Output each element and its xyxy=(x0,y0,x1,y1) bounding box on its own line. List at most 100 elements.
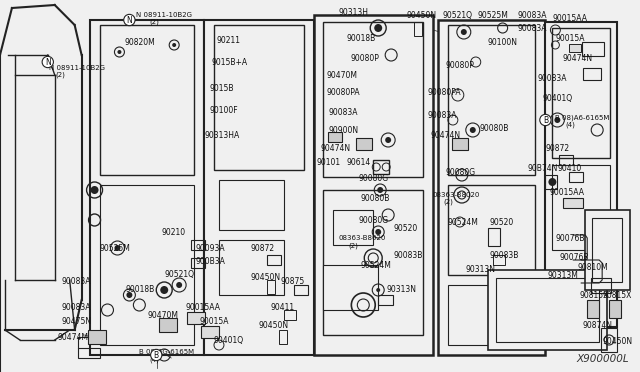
Circle shape xyxy=(115,245,120,251)
Bar xyxy=(588,300,599,318)
Text: 90614: 90614 xyxy=(346,157,371,167)
Bar xyxy=(378,295,393,305)
Text: 900B3A: 900B3A xyxy=(195,257,225,266)
Text: 90015AA: 90015AA xyxy=(185,304,220,312)
Bar xyxy=(601,328,617,352)
Bar xyxy=(100,25,194,175)
Bar xyxy=(323,265,378,310)
Bar xyxy=(448,285,536,345)
Text: 90080B: 90080B xyxy=(360,193,390,202)
Bar xyxy=(545,22,617,327)
Text: 90080G: 90080G xyxy=(358,173,388,183)
Bar xyxy=(563,198,583,208)
Text: 90211: 90211 xyxy=(217,35,241,45)
Text: 90475N: 90475N xyxy=(61,317,92,327)
Text: 08363-B8020: 08363-B8020 xyxy=(339,235,386,241)
Bar xyxy=(187,312,205,324)
Circle shape xyxy=(91,186,99,194)
Text: 90018B: 90018B xyxy=(346,33,376,42)
Bar xyxy=(438,20,545,355)
Text: 08363-B8020: 08363-B8020 xyxy=(433,192,481,198)
Text: 90450N: 90450N xyxy=(602,337,632,346)
Text: 90015AA: 90015AA xyxy=(552,13,588,22)
Bar xyxy=(373,160,389,174)
Text: 90874N: 90874N xyxy=(582,321,612,330)
Text: B: B xyxy=(154,350,159,359)
Text: 90401Q: 90401Q xyxy=(543,93,573,103)
Text: B 08)A6-6165M: B 08)A6-6165M xyxy=(556,115,610,121)
Text: 90521Q: 90521Q xyxy=(443,10,473,19)
Text: 90083B: 90083B xyxy=(490,250,519,260)
Text: 90820M: 90820M xyxy=(124,38,155,46)
Text: 90B74N: 90B74N xyxy=(527,164,558,173)
Circle shape xyxy=(172,43,176,47)
Text: N: N xyxy=(45,58,51,67)
Bar xyxy=(583,68,601,80)
Bar xyxy=(100,185,194,345)
Text: 90100N: 90100N xyxy=(488,38,518,46)
Text: 90474N: 90474N xyxy=(431,131,461,140)
Text: 90474M: 90474M xyxy=(58,334,89,343)
Text: 90520: 90520 xyxy=(490,218,514,227)
Bar xyxy=(452,138,468,150)
Text: 90872: 90872 xyxy=(545,144,570,153)
Bar xyxy=(314,15,433,355)
Circle shape xyxy=(461,29,467,35)
Text: 90521Q: 90521Q xyxy=(164,270,194,279)
Bar xyxy=(559,155,573,165)
Text: 90450N: 90450N xyxy=(251,273,281,282)
Bar xyxy=(214,25,303,170)
Text: 90083A: 90083A xyxy=(61,278,92,286)
Text: 90080G: 90080G xyxy=(446,167,476,176)
Circle shape xyxy=(176,282,182,288)
Bar xyxy=(545,175,557,189)
Circle shape xyxy=(160,286,168,294)
Text: 90080P: 90080P xyxy=(350,54,380,62)
Text: 90313M: 90313M xyxy=(547,270,579,279)
Bar xyxy=(609,300,621,318)
Bar xyxy=(493,255,504,265)
Text: 90083A: 90083A xyxy=(328,108,358,116)
Bar xyxy=(201,326,219,338)
Bar xyxy=(448,185,536,275)
Bar xyxy=(582,42,604,56)
Text: 90900N: 90900N xyxy=(328,125,358,135)
Text: N 08911-10B2G: N 08911-10B2G xyxy=(136,12,193,18)
Text: X900000L: X900000L xyxy=(577,354,629,364)
Bar xyxy=(219,240,284,295)
Bar xyxy=(267,280,275,294)
Circle shape xyxy=(385,137,391,143)
Bar xyxy=(591,278,611,293)
Text: 90083B: 90083B xyxy=(393,250,422,260)
Bar xyxy=(414,22,422,36)
Text: 90083A: 90083A xyxy=(61,304,92,312)
Circle shape xyxy=(118,50,122,54)
Circle shape xyxy=(375,229,381,235)
Text: 90815X: 90815X xyxy=(579,291,609,299)
Text: (4): (4) xyxy=(149,357,159,363)
Bar xyxy=(323,190,423,335)
Circle shape xyxy=(377,187,383,193)
Text: 90401Q: 90401Q xyxy=(214,336,244,344)
Text: 90080P: 90080P xyxy=(446,61,475,70)
Text: 9015B+A: 9015B+A xyxy=(211,58,247,67)
Text: 90470M: 90470M xyxy=(147,311,179,320)
Circle shape xyxy=(376,288,380,292)
Text: N: N xyxy=(127,16,132,25)
Text: 90083A: 90083A xyxy=(518,23,547,32)
Bar xyxy=(294,285,308,295)
Text: 90015A: 90015A xyxy=(556,33,585,42)
Bar xyxy=(219,180,284,230)
Text: 90313HA: 90313HA xyxy=(204,131,239,140)
Circle shape xyxy=(548,178,556,186)
Text: N 08911-10B2G: N 08911-10B2G xyxy=(49,65,105,71)
Text: 90015AA: 90015AA xyxy=(549,187,584,196)
Bar xyxy=(448,25,536,175)
Text: 90313H: 90313H xyxy=(339,7,369,16)
Bar xyxy=(278,330,287,344)
Text: (2): (2) xyxy=(348,243,358,249)
Bar xyxy=(333,210,373,245)
Bar xyxy=(191,240,205,250)
Text: B: B xyxy=(543,115,548,125)
Bar xyxy=(356,138,372,150)
